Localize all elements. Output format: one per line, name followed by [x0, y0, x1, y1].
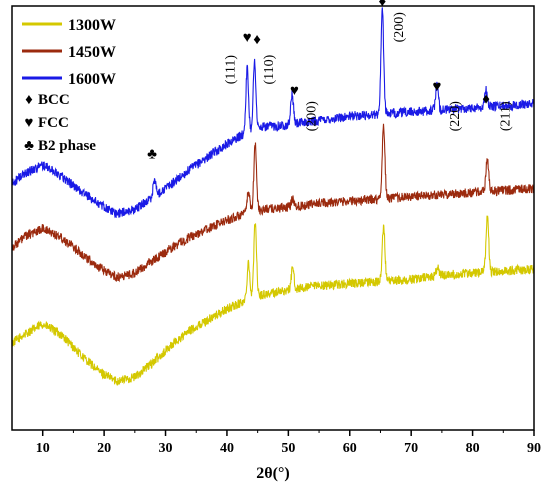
series-line-1450w	[11, 123, 535, 283]
phase-marker: ♦	[482, 92, 490, 108]
miller-index-label: (220)	[448, 101, 463, 132]
symbol-key-label: B2 phase	[38, 138, 96, 154]
x-axis-label: 2θ(°)	[256, 465, 289, 482]
x-tick-label: 10	[36, 441, 50, 456]
annotation-layer: ♥ ♦♥♦♥♦♣(111) (110)(200)(200)(220) (211)	[147, 0, 513, 163]
series-line-1600w	[11, 7, 535, 219]
symbol-key-marker: ♥	[25, 115, 34, 131]
legend-label: 1600W	[68, 71, 116, 88]
phase-marker: ♣	[147, 147, 157, 163]
phase-marker: ♥	[243, 30, 252, 46]
phase-marker: ♦	[378, 0, 386, 10]
symbol-key-marker: ♣	[24, 138, 34, 154]
x-tick-label: 50	[281, 441, 295, 456]
miller-index-label: (200)	[304, 101, 319, 132]
legend-label: 1300W	[68, 17, 116, 34]
x-tick-label: 20	[97, 441, 111, 456]
symbol-key-label: FCC	[38, 115, 69, 131]
x-tick-label: 80	[466, 441, 480, 456]
miller-index-label: (200)	[392, 12, 407, 43]
x-tick-label: 70	[404, 441, 418, 456]
miller-index-label: (211)	[498, 101, 513, 131]
phase-marker: ♥	[290, 83, 299, 99]
x-tick-label: 40	[220, 441, 234, 456]
legend: 1300W 1450W 1600W ♦ BCC♥ FCC♣ B2 phase	[22, 17, 116, 154]
legend-label: 1450W	[68, 44, 116, 61]
symbol-key-marker: ♦	[25, 92, 33, 108]
series-line-1300w	[11, 215, 535, 386]
x-tick-label: 30	[159, 441, 173, 456]
x-tick-label: 60	[343, 441, 357, 456]
series-layer	[11, 7, 535, 386]
miller-index-label: (111)	[223, 55, 238, 85]
x-axis: 10 20 30 40 50 60 70 80 90	[36, 430, 541, 456]
phase-marker: ♥	[433, 79, 442, 95]
symbol-key-label: BCC	[38, 92, 70, 108]
x-tick-label: 90	[527, 441, 541, 456]
phase-marker: ♦	[253, 32, 261, 48]
miller-index-label: (110)	[262, 54, 277, 84]
plot-frame	[11, 5, 535, 431]
